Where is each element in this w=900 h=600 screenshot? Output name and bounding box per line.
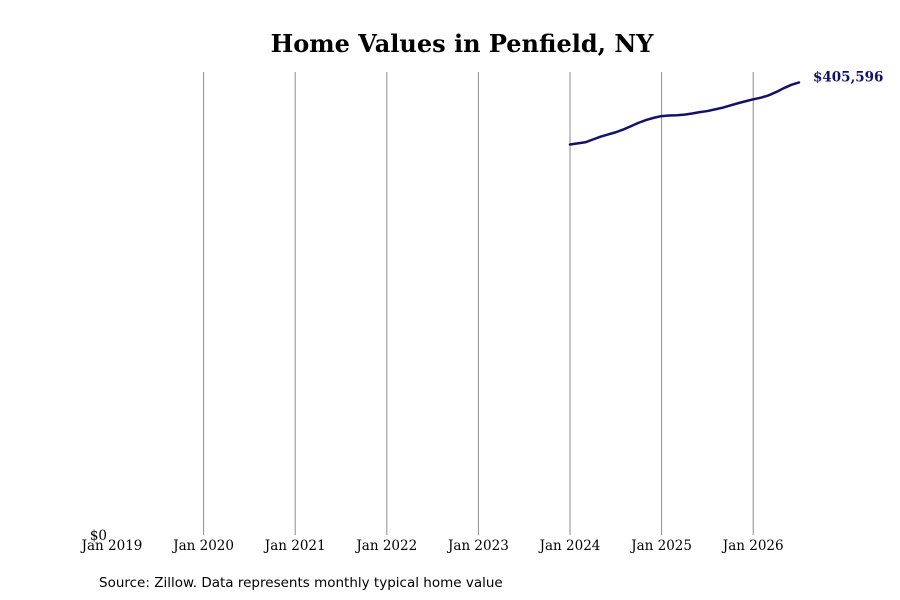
data-point [630, 125, 632, 127]
data-point [790, 84, 792, 86]
data-point [706, 110, 709, 112]
data-point [722, 107, 724, 109]
data-point [607, 133, 609, 136]
vertical-gridlines [203, 72, 754, 535]
data-point [775, 91, 777, 93]
x-tick-label: Jan 2025 [629, 538, 692, 554]
data-point [760, 97, 762, 99]
data-point [661, 115, 663, 117]
data-point [783, 87, 785, 89]
data-point [683, 114, 686, 116]
x-tick-label: Jan 2023 [446, 538, 509, 554]
chart-title: Home Values in Penfield, NY [271, 29, 655, 58]
home-value-series [568, 81, 801, 146]
x-tick-label: Jan 2020 [171, 538, 234, 554]
data-point [767, 94, 770, 97]
data-point [729, 104, 731, 107]
data-point [752, 98, 754, 100]
data-point [599, 136, 602, 138]
y-tick-label: $0 [90, 528, 107, 544]
x-tick-label: Jan 2024 [538, 538, 601, 554]
x-tick-label: Jan 2026 [721, 538, 784, 554]
source-note: Source: Zillow. Data represents monthly … [99, 575, 503, 591]
last-value-label: $405,596 [813, 69, 883, 85]
data-point [676, 114, 678, 116]
y-axis-tick-labels: $0 [90, 528, 107, 544]
data-point [714, 108, 716, 110]
data-point [699, 111, 701, 113]
data-point [737, 102, 739, 104]
data-point [569, 143, 571, 146]
data-point [653, 117, 655, 119]
data-point [645, 119, 647, 121]
x-axis-tick-labels: Jan 2019 Jan 2020 Jan 2021 Jan 2022 Jan 2023… [80, 538, 784, 554]
data-point [668, 114, 670, 117]
x-tick-label: Jan 2021 [263, 538, 326, 554]
series-line [568, 81, 801, 146]
data-point [744, 100, 747, 102]
x-tick-label: Jan 2022 [354, 538, 417, 554]
data-point [691, 112, 693, 115]
data-point [577, 142, 579, 145]
data-point [638, 122, 640, 124]
data-point [584, 141, 586, 143]
x-tick-label: Jan 2019 [80, 538, 143, 554]
data-point [592, 138, 594, 141]
data-point [615, 131, 617, 133]
data-point [798, 81, 800, 84]
data-point [622, 128, 625, 131]
